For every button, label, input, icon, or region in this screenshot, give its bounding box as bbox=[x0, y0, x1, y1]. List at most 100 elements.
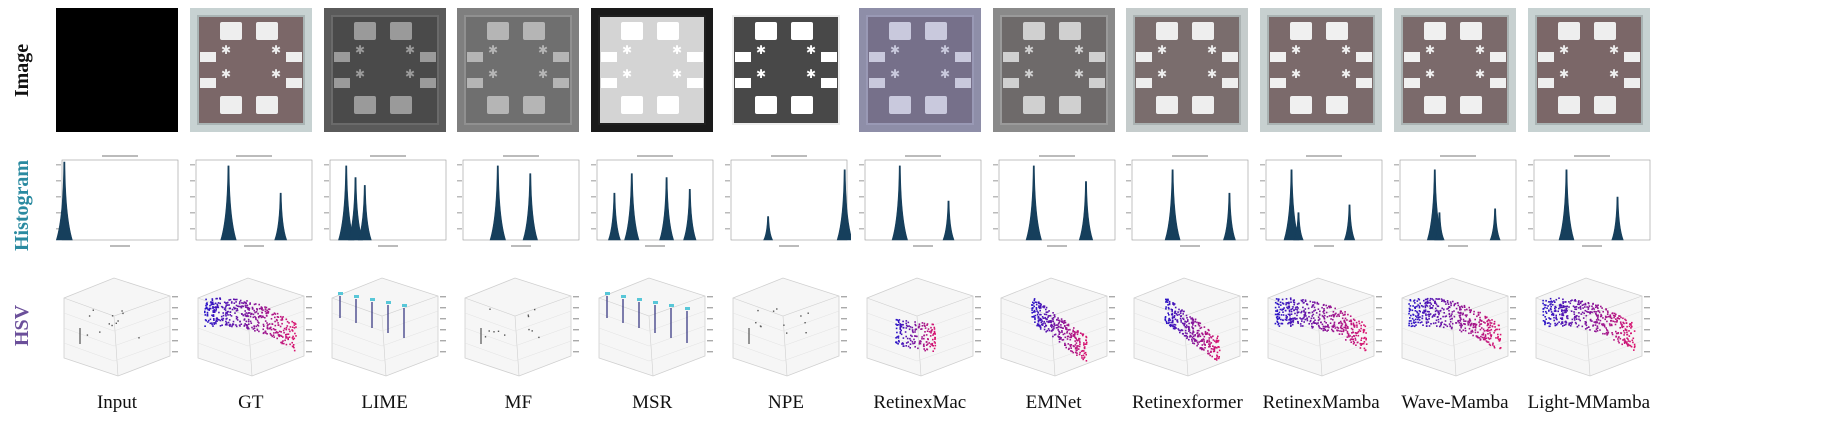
method-label: MSR bbox=[632, 392, 673, 413]
method-column: ✱ ✱ ✱ ✱ RetinexMac bbox=[854, 0, 985, 424]
method-label: NPE bbox=[768, 392, 804, 413]
svg-text:✱: ✱ bbox=[1024, 67, 1034, 81]
histogram-chart bbox=[185, 152, 316, 252]
result-image: ✱ ✱ ✱ ✱ bbox=[725, 8, 847, 132]
svg-text:✱: ✱ bbox=[940, 67, 950, 81]
hsv-scatter-plot bbox=[1256, 258, 1386, 388]
method-label: Wave-Mamba bbox=[1401, 392, 1509, 413]
histogram-chart bbox=[587, 152, 718, 252]
result-image: ✱ ✱ ✱ ✱ bbox=[323, 8, 446, 132]
histogram-chart bbox=[1256, 152, 1387, 252]
svg-text:✱: ✱ bbox=[890, 67, 900, 81]
hsv-scatter-plot bbox=[721, 258, 851, 388]
svg-text:✱: ✱ bbox=[1074, 43, 1084, 57]
svg-text:✱: ✱ bbox=[271, 43, 281, 57]
svg-text:✱: ✱ bbox=[137, 43, 147, 57]
result-image: ✱ ✱ ✱ ✱ bbox=[56, 8, 178, 132]
method-column: ✱ ✱ ✱ ✱ RetinexMamba bbox=[1256, 0, 1387, 424]
method-label: EMNet bbox=[1025, 392, 1082, 413]
result-image: ✱ ✱ ✱ ✱ bbox=[1527, 8, 1650, 132]
method-label: RetinexMamba bbox=[1262, 392, 1380, 413]
row-label-hsv-text: HSV bbox=[11, 304, 34, 346]
svg-text:✱: ✱ bbox=[538, 43, 548, 57]
result-image: ✱ ✱ ✱ ✱ bbox=[1394, 8, 1516, 132]
svg-text:✱: ✱ bbox=[488, 67, 498, 81]
method-label: MF bbox=[504, 392, 533, 413]
row-label-histogram-text: Histogram bbox=[11, 159, 34, 251]
row-label-image: Image bbox=[4, 10, 42, 130]
result-image: ✱ ✱ ✱ ✱ bbox=[591, 8, 714, 132]
svg-text:✱: ✱ bbox=[1475, 67, 1485, 81]
svg-text:✱: ✱ bbox=[940, 43, 950, 57]
hsv-scatter-plot bbox=[855, 258, 985, 388]
svg-text:✱: ✱ bbox=[355, 67, 365, 81]
svg-text:✱: ✱ bbox=[538, 67, 548, 81]
row-label-histogram: Histogram bbox=[4, 140, 42, 270]
svg-text:✱: ✱ bbox=[1425, 67, 1435, 81]
hsv-scatter-plot bbox=[453, 258, 583, 388]
svg-text:✱: ✱ bbox=[355, 43, 365, 57]
result-image: ✱ ✱ ✱ ✱ bbox=[992, 8, 1115, 132]
histogram-chart bbox=[721, 152, 851, 252]
method-column: ✱ ✱ ✱ ✱ EMNet bbox=[988, 0, 1119, 424]
method-column: ✱ ✱ ✱ ✱ Light-MMamba bbox=[1523, 0, 1654, 424]
hsv-scatter-plot bbox=[186, 258, 316, 388]
svg-text:✱: ✱ bbox=[271, 67, 281, 81]
svg-text:✱: ✱ bbox=[1609, 43, 1619, 57]
method-column: ✱ ✱ ✱ ✱ NPE bbox=[721, 0, 851, 424]
svg-text:✱: ✱ bbox=[405, 43, 415, 57]
result-image: ✱ ✱ ✱ ✱ bbox=[1260, 8, 1383, 132]
svg-text:✱: ✱ bbox=[1291, 67, 1301, 81]
row-label-image-text: Image bbox=[11, 43, 34, 97]
method-column: ✱ ✱ ✱ ✱ Retinexformer bbox=[1122, 0, 1253, 424]
svg-text:✱: ✱ bbox=[1559, 67, 1569, 81]
row-label-hsv: HSV bbox=[4, 255, 42, 395]
svg-text:✱: ✱ bbox=[1341, 67, 1351, 81]
method-label: RetinexMac bbox=[873, 392, 967, 413]
hsv-scatter-plot bbox=[587, 258, 717, 388]
svg-text:✱: ✱ bbox=[1559, 43, 1569, 57]
svg-text:✱: ✱ bbox=[87, 67, 97, 81]
method-column: ✱ ✱ ✱ ✱ MSR bbox=[587, 0, 718, 424]
method-column: ✱ ✱ ✱ ✱ LIME bbox=[319, 0, 450, 424]
method-label: Light-MMamba bbox=[1527, 392, 1651, 413]
svg-text:✱: ✱ bbox=[1074, 67, 1084, 81]
method-column: ✱ ✱ ✱ ✱ GT bbox=[185, 0, 316, 424]
histogram-chart bbox=[1523, 152, 1654, 252]
svg-text:✱: ✱ bbox=[1207, 43, 1217, 57]
histogram-chart bbox=[319, 152, 450, 252]
result-image: ✱ ✱ ✱ ✱ bbox=[189, 8, 312, 132]
histogram-chart bbox=[1390, 152, 1520, 252]
method-label: Retinexformer bbox=[1131, 392, 1243, 413]
hsv-scatter-plot bbox=[320, 258, 450, 388]
svg-text:✱: ✱ bbox=[672, 67, 682, 81]
svg-text:✱: ✱ bbox=[756, 43, 766, 57]
method-column: ✱ ✱ ✱ ✱ MF bbox=[453, 0, 584, 424]
svg-text:✱: ✱ bbox=[1207, 67, 1217, 81]
svg-text:✱: ✱ bbox=[221, 43, 231, 57]
hsv-scatter-plot bbox=[1390, 258, 1520, 388]
result-image: ✱ ✱ ✱ ✱ bbox=[858, 8, 981, 132]
svg-text:✱: ✱ bbox=[1024, 43, 1034, 57]
svg-text:✱: ✱ bbox=[672, 43, 682, 57]
svg-text:✱: ✱ bbox=[1425, 43, 1435, 57]
svg-text:✱: ✱ bbox=[806, 43, 816, 57]
svg-text:✱: ✱ bbox=[622, 67, 632, 81]
histogram-chart bbox=[988, 152, 1119, 252]
histogram-chart bbox=[453, 152, 584, 252]
svg-text:✱: ✱ bbox=[405, 67, 415, 81]
svg-text:✱: ✱ bbox=[1157, 67, 1167, 81]
hsv-scatter-plot bbox=[989, 258, 1119, 388]
method-label: Input bbox=[96, 392, 138, 413]
hsv-scatter-plot bbox=[1122, 258, 1252, 388]
svg-text:✱: ✱ bbox=[806, 67, 816, 81]
svg-text:✱: ✱ bbox=[1341, 43, 1351, 57]
histogram-chart bbox=[52, 152, 182, 252]
method-label: GT bbox=[238, 392, 264, 413]
hsv-scatter-plot bbox=[1524, 258, 1654, 388]
result-image: ✱ ✱ ✱ ✱ bbox=[457, 8, 580, 132]
histogram-chart bbox=[854, 152, 985, 252]
svg-text:✱: ✱ bbox=[1157, 43, 1167, 57]
histogram-chart bbox=[1122, 152, 1253, 252]
svg-text:✱: ✱ bbox=[890, 43, 900, 57]
